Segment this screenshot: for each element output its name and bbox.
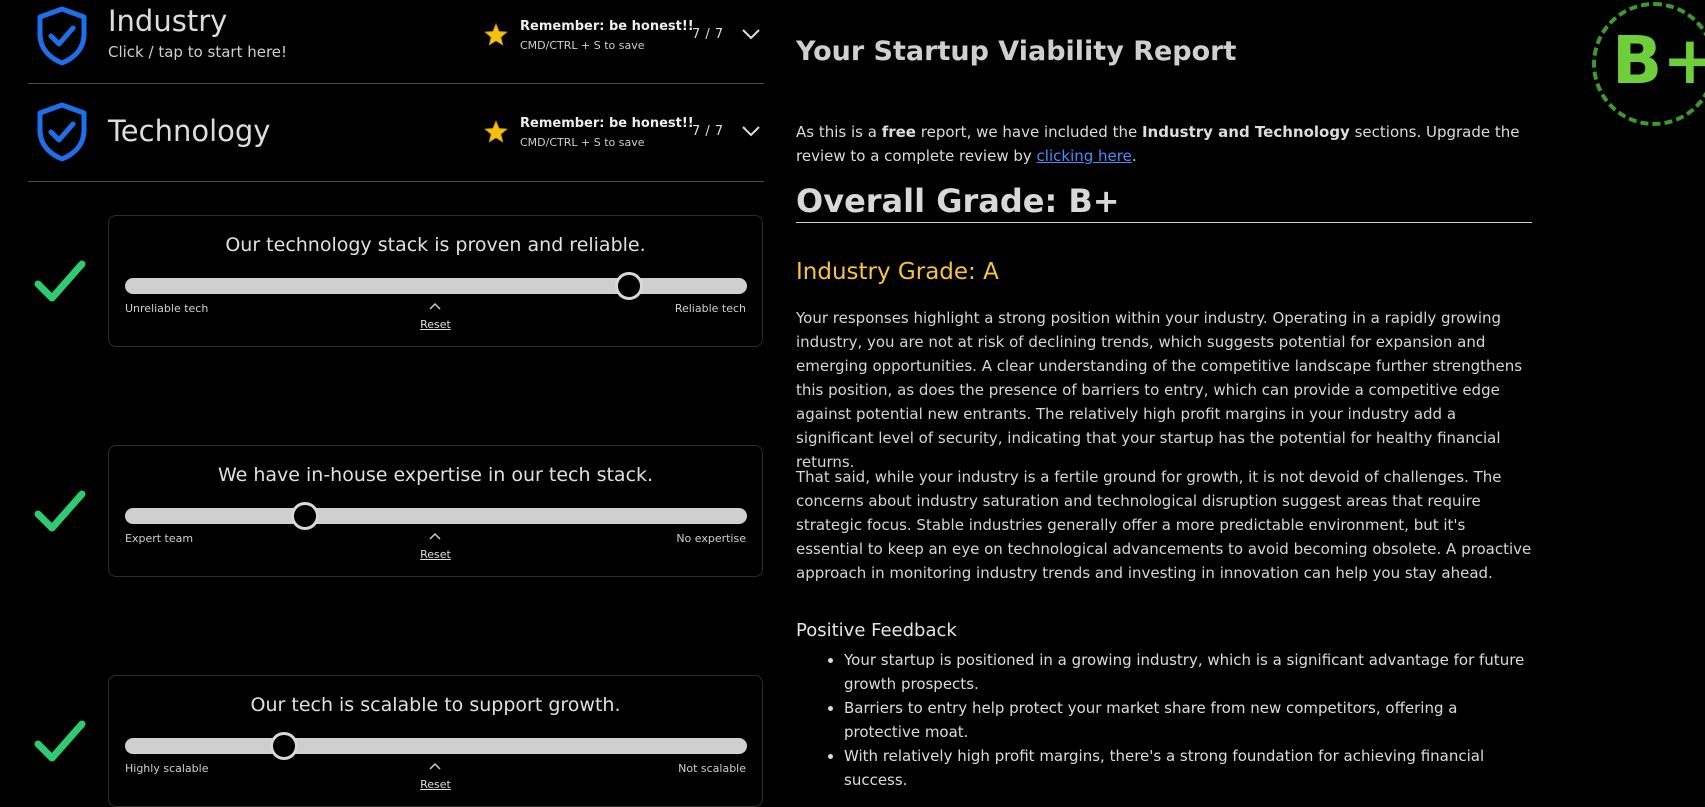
caret-up-icon: [429, 532, 441, 540]
question-text: Our tech is scalable to support growth.: [250, 694, 621, 716]
reminder-text: Remember: be honest!!: [520, 19, 694, 34]
section-header-industry[interactable]: Industry Click / tap to start here! Reme…: [28, 0, 764, 84]
industry-paragraph: Your responses highlight a strong positi…: [796, 309, 1523, 471]
grade-badge: [1592, 2, 1705, 126]
slider-handle[interactable]: [269, 732, 298, 760]
report-intro: As this is a free report, we have includ…: [796, 120, 1532, 168]
slider-handle[interactable]: [614, 272, 643, 300]
check-icon: [34, 490, 86, 532]
question-card: Our technology stack is proven and relia…: [108, 215, 763, 347]
rating-slider-track[interactable]: [125, 272, 747, 300]
reset-link[interactable]: Reset: [420, 318, 451, 331]
save-shortcut-hint: CMD/CTRL + S to save: [520, 39, 645, 52]
reset-link[interactable]: Reset: [420, 778, 451, 791]
section-title: Industry: [108, 4, 228, 38]
section-subtitle: Click / tap to start here!: [108, 43, 288, 61]
intro-text: As this is a: [796, 123, 882, 141]
slider-handle[interactable]: [291, 502, 320, 530]
check-icon: [34, 260, 86, 302]
rating-slider-track[interactable]: [125, 502, 747, 530]
reset-link[interactable]: Reset: [420, 548, 451, 561]
slider-min-label: Expert team: [125, 532, 194, 545]
intro-text: sections. Upgrade the review to a comple…: [796, 123, 1520, 165]
reminder-text: Remember: be honest!!: [520, 116, 694, 131]
question-card: We have in-house expertise in our tech s…: [108, 445, 763, 577]
question-text: Our technology stack is proven and relia…: [225, 234, 646, 256]
question-count: 7 / 7: [692, 27, 724, 42]
slider-max-label: Not scalable: [678, 762, 746, 775]
intro-free: free: [881, 123, 916, 141]
save-shortcut-hint: CMD/CTRL + S to save: [520, 136, 645, 149]
intro-sections: Industry and Technology: [1141, 123, 1350, 141]
slider-min-label: Unreliable tech: [125, 302, 209, 315]
star-icon: [484, 23, 508, 46]
caret-up-icon: [429, 302, 441, 310]
section-title: Technology: [108, 114, 271, 148]
slider-min-label: Highly scalable: [125, 762, 209, 775]
question-text: We have in-house expertise in our tech s…: [217, 464, 654, 486]
rating-slider-track[interactable]: [125, 732, 747, 760]
industry-paragraph: That said, while your industry is a fert…: [796, 468, 1532, 582]
shield-check-icon: [37, 102, 87, 162]
chevron-down-icon[interactable]: [742, 28, 760, 40]
slider-max-label: Reliable tech: [674, 302, 746, 315]
industry-grade-heading: Industry Grade: A: [796, 259, 999, 285]
star-icon: [484, 120, 508, 143]
list-item: Barriers to entry help protect your mark…: [844, 696, 1532, 744]
question-count: 7 / 7: [692, 124, 724, 139]
positive-feedback-heading: Positive Feedback: [796, 620, 957, 641]
list-item: Your startup is positioned in a growing …: [844, 648, 1532, 696]
intro-text: report, we have included the: [915, 123, 1142, 141]
question-card: Our tech is scalable to support growth. …: [108, 675, 763, 807]
slider-max-label: No expertise: [676, 532, 746, 545]
chevron-down-icon[interactable]: [742, 125, 760, 137]
section-header-technology[interactable]: Technology Remember: be honest!! CMD/CTR…: [28, 84, 764, 182]
positive-feedback-list: Your startup is positioned in a growing …: [796, 648, 1532, 792]
overall-grade-heading: Overall Grade: B+: [796, 182, 1532, 223]
grade-badge-text: B+: [1612, 22, 1705, 99]
caret-up-icon: [429, 762, 441, 770]
list-item: With relatively high profit margins, the…: [844, 744, 1532, 792]
upgrade-link[interactable]: clicking here: [1036, 147, 1132, 165]
assessment-panel: Industry Click / tap to start here! Reme…: [0, 0, 770, 807]
intro-text: .: [1131, 147, 1137, 165]
report-title: Your Startup Viability Report: [796, 36, 1237, 67]
shield-check-icon: [37, 6, 87, 66]
check-icon: [34, 720, 86, 762]
